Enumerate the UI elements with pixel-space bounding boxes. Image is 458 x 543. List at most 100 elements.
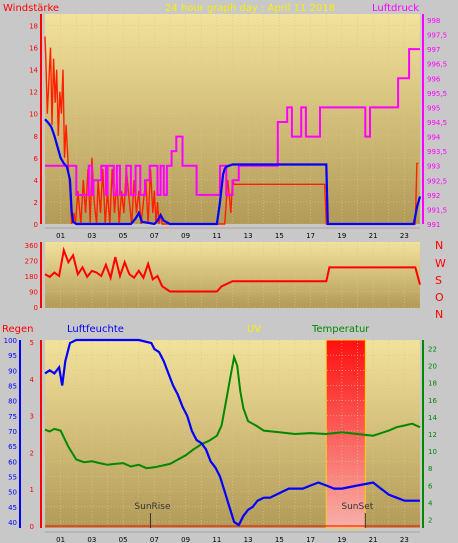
hour-tick-label-bottom: 13 <box>244 536 253 543</box>
wind-tick-label: 0 <box>34 221 38 229</box>
pressure-tick-label: 994,5 <box>427 119 447 127</box>
temperature-tick-label: 8 <box>428 465 432 473</box>
humidity-line <box>44 338 420 527</box>
direction-tick-label: 0 <box>34 304 38 312</box>
hour-tick-label-bottom: 17 <box>306 536 315 543</box>
temperature-line <box>44 353 421 470</box>
pressure-line <box>45 48 420 196</box>
pressure-tick-label: 998 <box>427 17 440 25</box>
hour-tick-label-top: 07 <box>150 232 159 240</box>
hour-tick-label-top: 11 <box>212 232 221 240</box>
wind-tick-label: 8 <box>34 133 38 141</box>
uv-label: UV <box>247 324 261 335</box>
humidity-tick-label: 95 <box>8 352 17 360</box>
pressure-tick-label: 997,5 <box>427 32 447 40</box>
wind-tick-label: 18 <box>29 23 38 31</box>
humidity-tick-label: 80 <box>8 398 17 406</box>
hour-tick-label-bottom: 11 <box>212 536 221 543</box>
hour-tick-label-bottom: 03 <box>87 536 96 543</box>
wind-tick-label: 2 <box>34 199 38 207</box>
rain-tick-label: 0 <box>30 523 34 531</box>
humidity-label: Luftfeuchte <box>67 324 124 335</box>
compass-labels: N W S O N <box>435 239 446 321</box>
tick-labels: 024681012141618991991,5992992,5993993,59… <box>4 17 447 543</box>
hour-tick-label-top: 13 <box>244 232 253 240</box>
temperature-tick-label: 10 <box>428 448 437 456</box>
pressure-tick-label: 993,5 <box>427 148 447 156</box>
humidity-tick-label: 65 <box>8 443 17 451</box>
plot-lines <box>44 36 422 527</box>
pressure-tick-label: 996 <box>427 75 441 83</box>
humidity-tick-label: 75 <box>8 413 17 421</box>
wind-tick-label: 10 <box>29 111 38 119</box>
humidity-tick-label: 50 <box>8 489 17 497</box>
temperature-tick-label: 2 <box>428 516 432 524</box>
hour-tick-label-top: 23 <box>400 232 409 240</box>
rain-tick-label: 5 <box>30 339 34 347</box>
direction-line <box>44 246 421 293</box>
hour-tick-label-bottom: 15 <box>275 536 284 543</box>
chart-title: 24 hour graph day : April 11 2018 <box>165 3 335 14</box>
hour-tick-label-bottom: 23 <box>400 536 409 543</box>
temperature-tick-label: 4 <box>428 499 433 507</box>
pressure-tick-label: 991 <box>427 221 440 229</box>
wind-tick-label: 16 <box>29 45 38 53</box>
humidity-tick-label: 90 <box>8 367 17 375</box>
hour-tick-label-top: 09 <box>181 232 190 240</box>
pressure-tick-label: 997 <box>427 46 440 54</box>
hour-tick-label-top: 03 <box>87 232 96 240</box>
humidity-tick-label: 100 <box>4 337 17 345</box>
axes <box>19 14 424 533</box>
rain-tick-label: 1 <box>30 486 34 494</box>
compass-n-bottom: N <box>435 308 443 321</box>
temperature-tick-label: 12 <box>428 431 437 439</box>
temperature-tick-label: 14 <box>428 414 437 422</box>
pressure-tick-label: 995,5 <box>427 90 447 98</box>
compass-o: O <box>435 291 444 304</box>
humidity-tick-label: 45 <box>8 504 17 512</box>
temperature-tick-label: 6 <box>428 482 433 490</box>
hour-tick-label-top: 01 <box>56 232 65 240</box>
temperature-label: Temperatur <box>311 324 370 335</box>
wind-speed-line <box>44 36 419 225</box>
hour-tick-label-bottom: 19 <box>337 536 346 543</box>
hour-tick-label-top: 19 <box>337 232 346 240</box>
compass-w: W <box>435 257 446 270</box>
pressure-axis-title: Luftdruck <box>372 3 419 14</box>
hour-tick-label-bottom: 05 <box>119 536 128 543</box>
hour-tick-label-top: 15 <box>275 232 284 240</box>
pressure-tick-label: 992,5 <box>427 177 447 185</box>
direction-tick-label: 90 <box>29 289 38 297</box>
hour-tick-label-bottom: 01 <box>56 536 65 543</box>
wind-tick-label: 12 <box>29 89 38 97</box>
compass-n-top: N <box>435 239 443 252</box>
humidity-tick-label: 55 <box>8 473 17 481</box>
wind-tick-label: 4 <box>34 177 39 185</box>
hour-tick-label-bottom: 21 <box>369 536 378 543</box>
humidity-tick-label: 70 <box>8 428 17 436</box>
hour-tick-label-top: 17 <box>306 232 315 240</box>
wind-axis-title: Windstärke <box>3 3 59 14</box>
rain-label: Regen <box>2 324 34 335</box>
sunset-label: SunSet <box>341 502 373 512</box>
direction-tick-label: 180 <box>25 273 38 281</box>
hour-tick-label-top: 21 <box>369 232 378 240</box>
temperature-tick-label: 16 <box>428 397 437 405</box>
temperature-tick-label: 22 <box>428 346 437 354</box>
pressure-tick-label: 991,5 <box>427 206 447 214</box>
wind-tick-label: 6 <box>34 155 39 163</box>
rain-tick-label: 4 <box>30 376 35 384</box>
pressure-tick-label: 992 <box>427 192 440 200</box>
hour-tick-label-bottom: 09 <box>181 536 190 543</box>
humidity-tick-label: 40 <box>8 519 17 527</box>
rain-tick-label: 3 <box>30 413 34 421</box>
humidity-tick-label: 85 <box>8 382 17 390</box>
temperature-tick-label: 18 <box>428 380 437 388</box>
pressure-tick-label: 996,5 <box>427 61 447 69</box>
pressure-tick-label: 993 <box>427 163 440 171</box>
humidity-tick-label: 60 <box>8 458 17 466</box>
hour-tick-label-bottom: 07 <box>150 536 159 543</box>
direction-tick-label: 360 <box>25 242 38 250</box>
pressure-tick-label: 994 <box>427 134 441 142</box>
